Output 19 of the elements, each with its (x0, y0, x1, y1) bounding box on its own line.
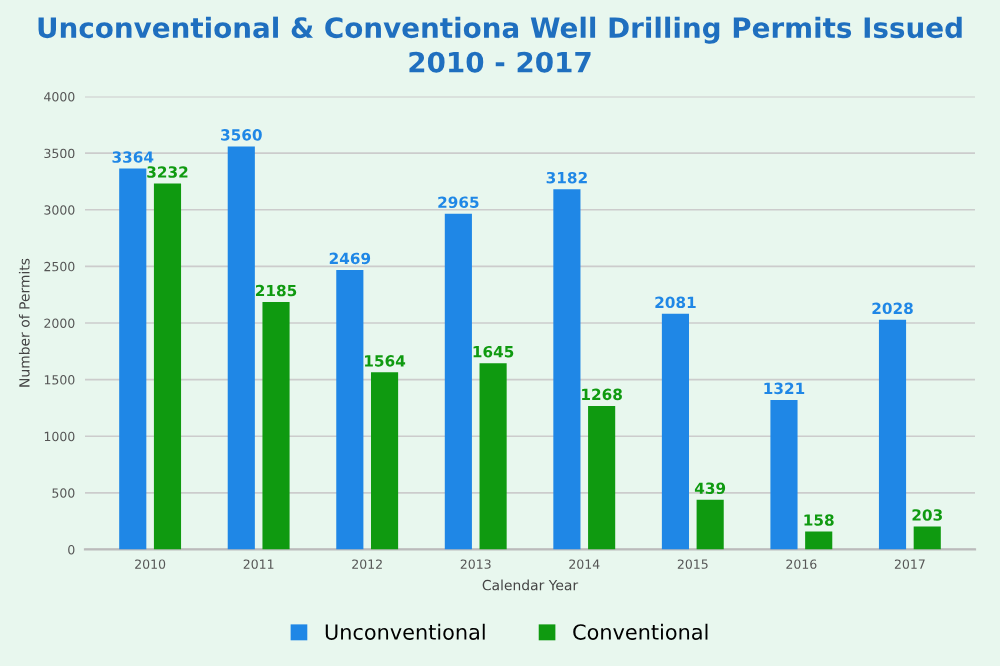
bar (588, 405, 616, 550)
bar (153, 183, 182, 550)
bar (262, 302, 290, 550)
bar (553, 189, 581, 550)
bar (444, 213, 472, 550)
bar (696, 499, 724, 550)
chart-title: Unconventional & Conventiona Well Drilling Permits Issued 2010 - 2017 (38, 16, 962, 73)
bar (336, 269, 364, 550)
bar (770, 399, 798, 550)
bar (913, 526, 941, 550)
legend-label: Unconventional (325, 623, 485, 640)
bar (479, 363, 507, 550)
bar (805, 531, 833, 550)
bar (227, 146, 255, 550)
legend-label: Conventional (573, 623, 708, 640)
bar (878, 319, 907, 550)
bar (119, 168, 147, 550)
bar (661, 313, 690, 550)
bar (370, 372, 399, 550)
